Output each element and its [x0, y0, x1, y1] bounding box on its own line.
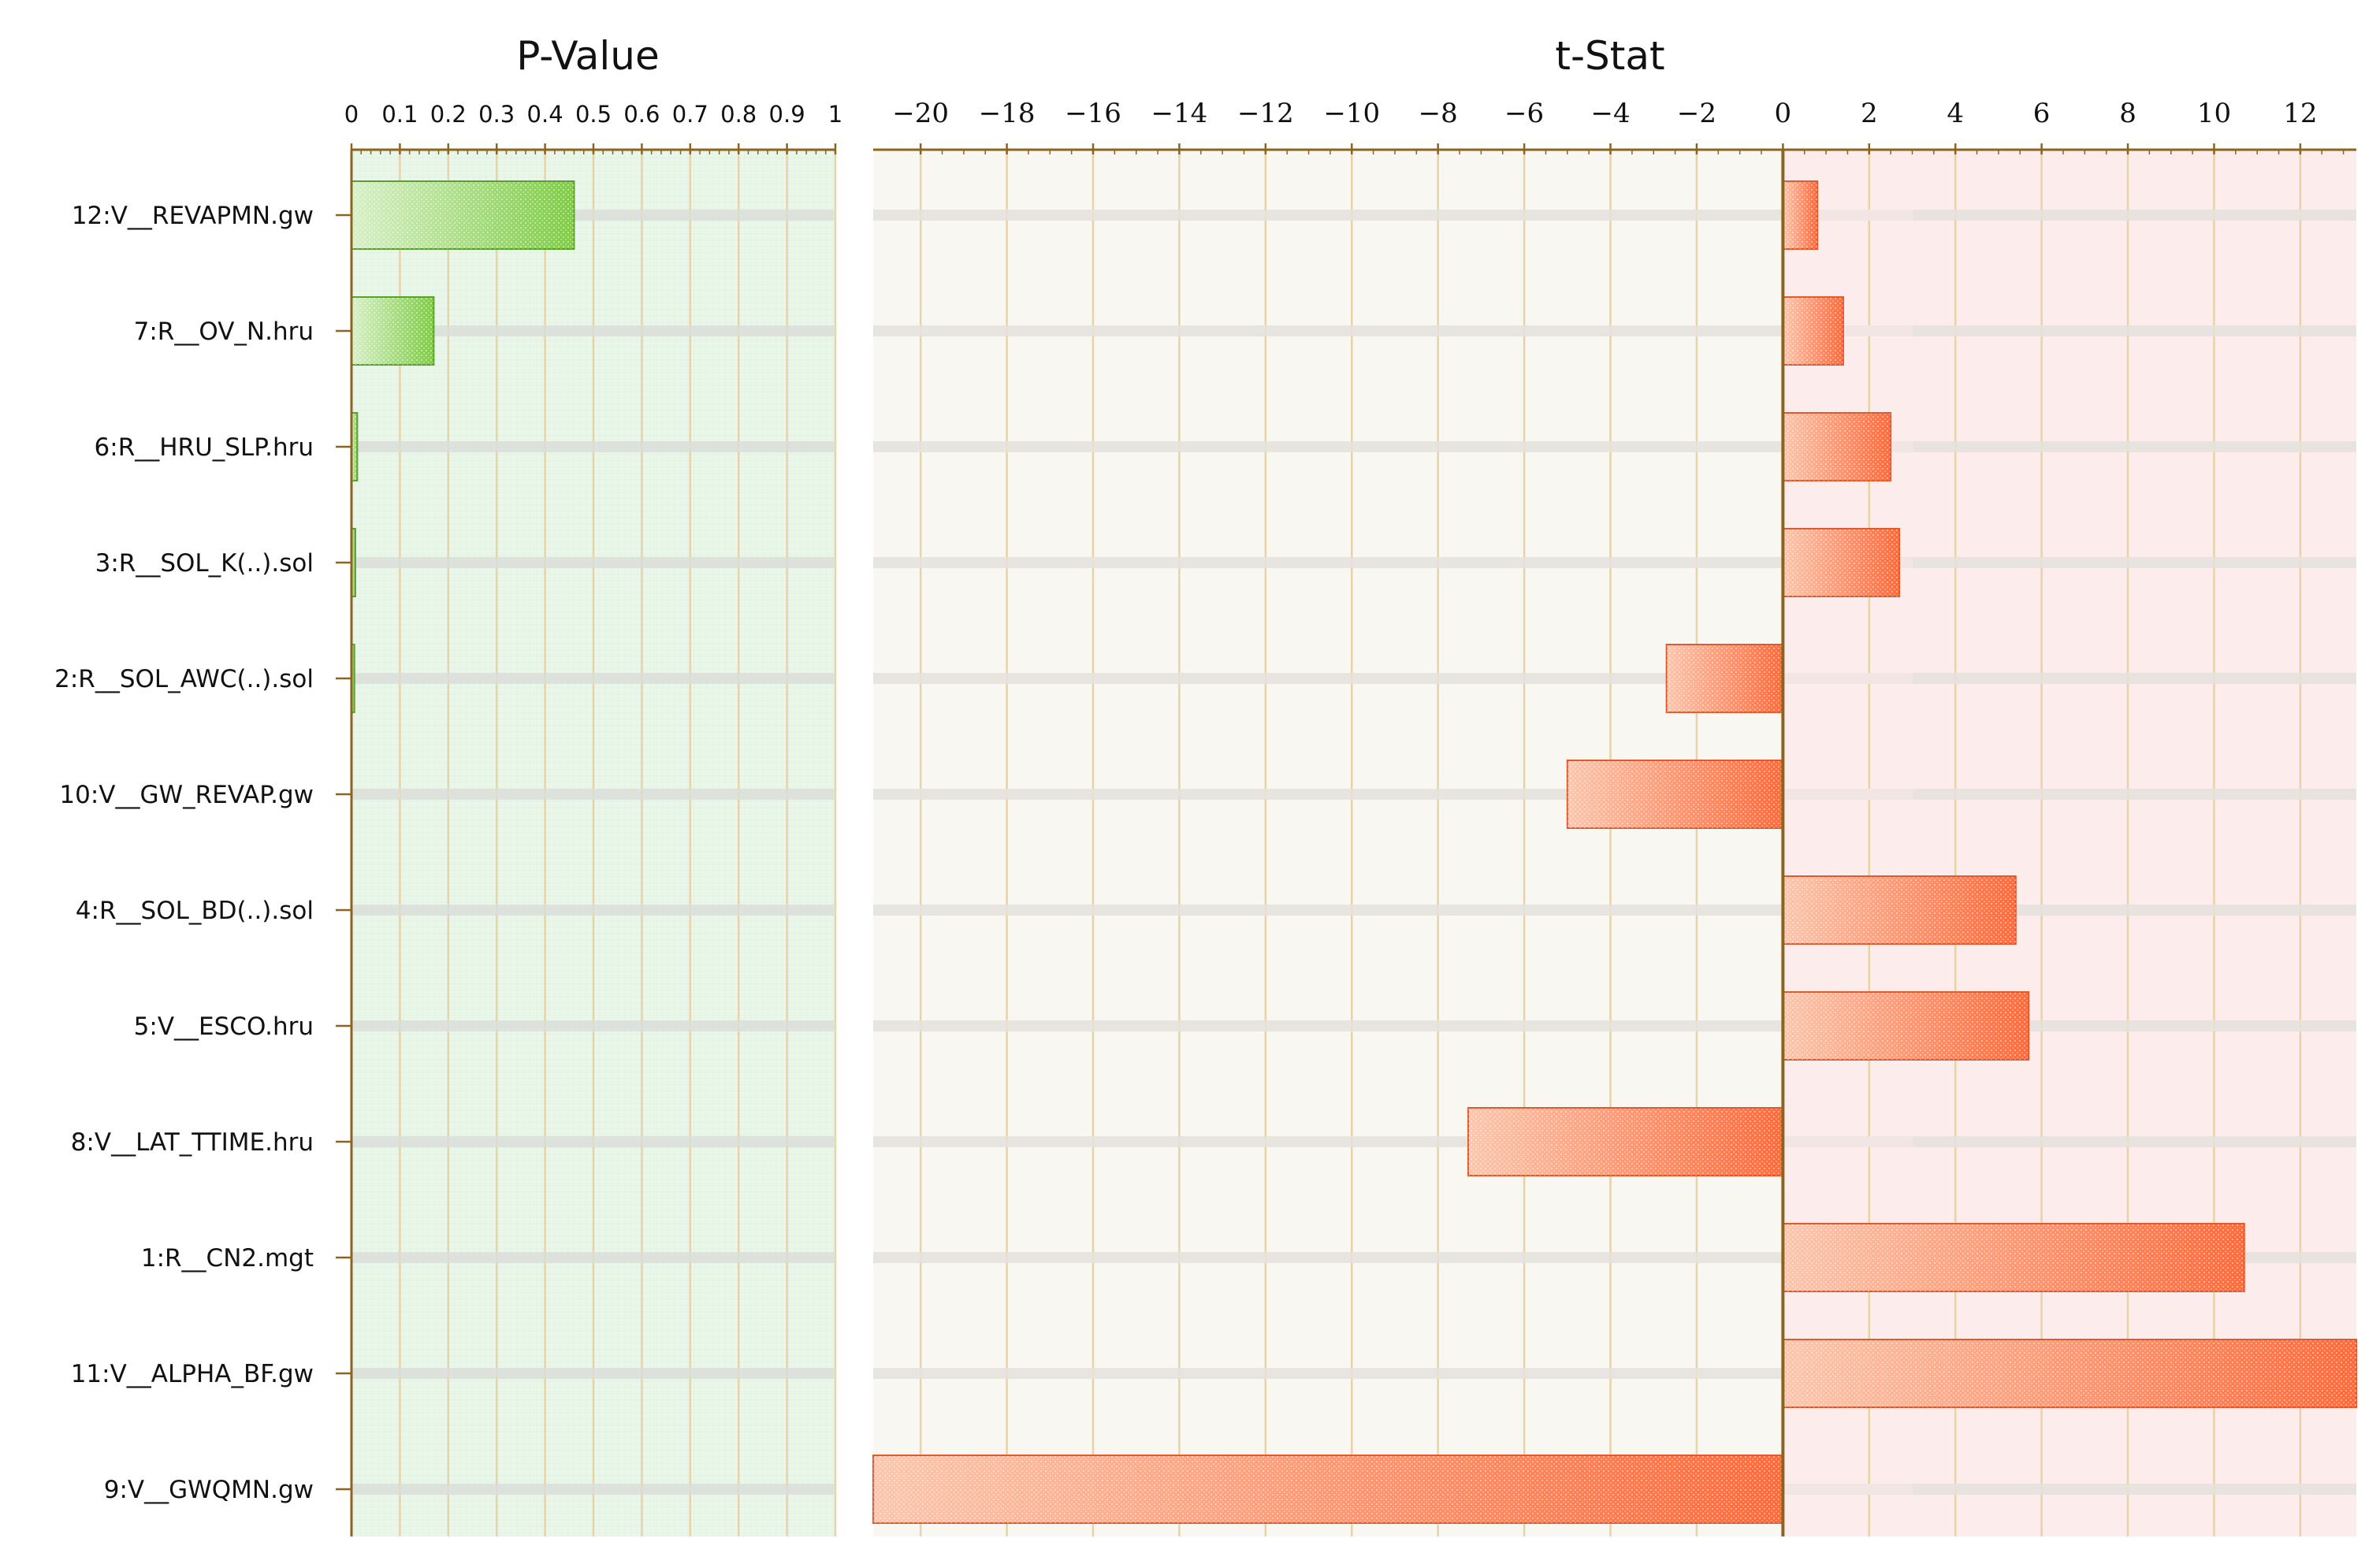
tstat-tick-label: −18 [979, 98, 1036, 129]
parameter-label: 2:R__SOL_AWC(..).sol [54, 665, 314, 693]
parameter-label: 10:V__GW_REVAP.gw [59, 781, 314, 809]
tstat-tick-label: −16 [1065, 98, 1121, 129]
tstat-row-track-highlight [1783, 1484, 1913, 1495]
tstat-row-track-highlight [1783, 673, 1913, 684]
pvalue-bars [351, 180, 575, 713]
tstat-bar-texture [1783, 413, 1891, 481]
tstat-bar-texture [1666, 645, 1783, 712]
parameter-label: 8:V__LAT_TTIME.hru [71, 1128, 314, 1157]
pvalue-axis [336, 143, 837, 1536]
tstat-panel: −20 −18 −16 −14 −12 −10 −8 −6 −4 −2 0 2 4 6 8 10 12 t-St… [872, 33, 2357, 1536]
pvalue-row-track [351, 1136, 835, 1147]
tstat-tick-label: 6 [2033, 98, 2051, 129]
tstat-bar-texture [1467, 1108, 1783, 1176]
tstat-bar-texture [873, 1455, 1783, 1523]
tstat-bar-texture [1783, 181, 1818, 249]
pvalue-tick-label: 0.2 [430, 101, 467, 128]
pvalue-tick-label: 0.5 [575, 101, 612, 128]
tstat-row-track [873, 557, 2356, 568]
pvalue-row-track [351, 1368, 835, 1379]
tstat-row-track [873, 325, 2356, 336]
tstat-tick-label: 2 [1861, 98, 1878, 129]
tstat-tick-label: 8 [2119, 98, 2136, 129]
pvalue-row-track [351, 1020, 835, 1031]
tstat-tick-label: −2 [1677, 98, 1716, 129]
pvalue-row-track [351, 441, 835, 452]
pvalue-tick-label: 0.8 [720, 101, 757, 128]
pvalue-row-track [351, 905, 835, 916]
tstat-row-track [873, 673, 2356, 684]
tstat-negative-area [873, 150, 1783, 1536]
tstat-title: t-Stat [1555, 33, 1664, 79]
parameter-label: 6:R__HRU_SLP.hru [95, 433, 314, 462]
pvalue-gridlines [350, 150, 837, 1536]
tstat-bars [872, 180, 2357, 1524]
tstat-bar-texture [1783, 1224, 2244, 1291]
tstat-tick-label: −8 [1419, 98, 1458, 129]
parameter-label: 4:R__SOL_BD(..).sol [76, 897, 314, 925]
pvalue-tick-label: 0.1 [381, 101, 418, 128]
parameter-label: 12:V__REVAPMN.gw [72, 202, 314, 230]
pvalue-tick-labels: 0 0.1 0.2 0.3 0.4 0.5 0.6 0.7 0.8 0.9 1 [344, 101, 842, 128]
parameter-label: 9:V__GWQMN.gw [104, 1476, 314, 1504]
pvalue-tick-label: 0.6 [623, 101, 660, 128]
parameter-label: 1:R__CN2.mgt [141, 1244, 314, 1273]
tstat-bar-texture [1567, 760, 1783, 828]
tstat-row-track [873, 905, 2356, 916]
pvalue-row-track [351, 557, 835, 568]
parameter-label: 11:V__ALPHA_BF.gw [71, 1360, 314, 1388]
pvalue-bar-texture [351, 297, 434, 365]
pvalue-panel: 0 0.1 0.2 0.3 0.4 0.5 0.6 0.7 0.8 0.9 1 P-Value [336, 33, 842, 1536]
tstat-positive-area [1783, 150, 2356, 1536]
tstat-tick-label: 10 [2197, 98, 2231, 129]
pvalue-row-track [351, 1252, 835, 1263]
tstat-tick-label: −10 [1323, 98, 1380, 129]
pvalue-row-track [351, 325, 835, 336]
parameter-label: 7:R__OV_N.hru [134, 318, 314, 346]
pvalue-tick-label: 0.9 [769, 101, 805, 128]
tstat-bar-texture [1783, 876, 2016, 944]
pvalue-row-track [351, 1484, 835, 1495]
tstat-axis [873, 143, 2356, 1536]
tstat-tick-label: −4 [1590, 98, 1630, 129]
tstat-row-track-highlight [1783, 1136, 1913, 1147]
tstat-tick-label: 12 [2283, 98, 2317, 129]
pvalue-tick-label: 0.7 [672, 101, 708, 128]
pvalue-tick-label: 0 [344, 101, 359, 128]
pvalue-bar-texture [351, 181, 575, 249]
pvalue-row-track [351, 789, 835, 800]
tstat-tick-label: −12 [1237, 98, 1294, 129]
tstat-row-track [873, 1020, 2356, 1031]
tstat-tick-label: −20 [892, 98, 949, 129]
pvalue-row-track [351, 673, 835, 684]
tstat-bar-texture [1783, 529, 1900, 596]
tstat-tick-labels: −20 −18 −16 −14 −12 −10 −8 −6 −4 −2 0 2 4 6 8 10 12 [892, 98, 2317, 129]
tstat-tick-label: −6 [1504, 98, 1544, 129]
pvalue-tick-label: 0.4 [527, 101, 563, 128]
pvalue-tick-label: 0.3 [478, 101, 515, 128]
tstat-tick-label: −14 [1151, 98, 1208, 129]
pvalue-bar-texture [351, 413, 358, 481]
tstat-gridlines [919, 150, 2302, 1536]
tstat-bar-texture [1783, 992, 2029, 1060]
tstat-row-track-highlight [1783, 789, 1913, 800]
tstat-bar-texture [1783, 1339, 2356, 1407]
tstat-tick-label: 4 [1947, 98, 1964, 129]
tstat-row-track [873, 441, 2356, 452]
tstat-bar-texture [1783, 297, 1843, 365]
tstat-row-track [873, 210, 2356, 221]
pvalue-title: P-Value [516, 33, 659, 79]
pvalue-tick-label: 1 [828, 101, 842, 128]
parameter-label: 5:V__ESCO.hru [134, 1013, 314, 1041]
parameter-label: 3:R__SOL_K(..).sol [95, 549, 314, 578]
parameter-labels: 12:V__REVAPMN.gw 7:R__OV_N.hru 6:R__HRU_SL… [54, 202, 314, 1504]
tstat-tick-label: 0 [1775, 98, 1792, 129]
